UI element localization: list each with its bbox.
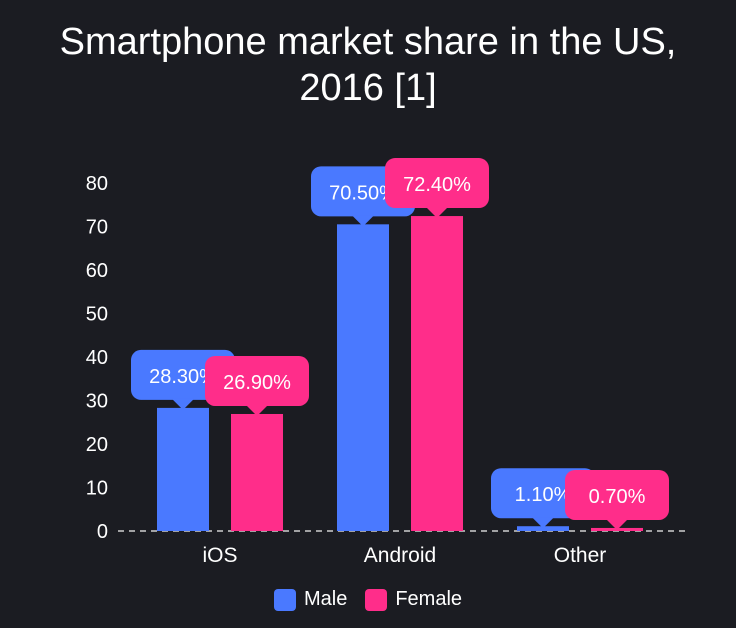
- y-tick-label: 40: [86, 347, 108, 369]
- bar-male-ios: [157, 407, 209, 531]
- data-label-pointer: [172, 398, 194, 410]
- data-label-female-android: 72.40%: [385, 158, 489, 219]
- y-tick-label: 60: [86, 260, 108, 282]
- data-label-box: [205, 355, 309, 406]
- data-label-text: 70.50%: [329, 182, 397, 204]
- legend-swatch-female: [365, 588, 388, 611]
- bar-female-android: [411, 216, 463, 531]
- y-tick-label: 70: [86, 217, 108, 239]
- legend-swatch-male: [273, 588, 296, 611]
- y-tick-label: 50: [86, 304, 108, 326]
- data-label-text: 26.90%: [223, 372, 291, 394]
- data-label-female-other: 0.70%: [565, 469, 669, 530]
- bar-male-other: [517, 526, 569, 531]
- legend-label-female: Female: [395, 588, 463, 610]
- data-label-pointer: [352, 215, 374, 227]
- data-label-pointer: [426, 207, 448, 219]
- x-tick-label: Android: [364, 544, 436, 567]
- data-label-text: 72.40%: [403, 174, 471, 196]
- chart-title-line-1: Smartphone market share in the US,: [59, 21, 677, 63]
- data-label-pointer: [246, 404, 268, 416]
- legend-item-male: Male: [273, 588, 348, 611]
- data-label-text: 28.30%: [149, 366, 217, 388]
- chart-title-line-2: 2016 [1]: [299, 67, 437, 109]
- data-label-box: [565, 469, 669, 520]
- chart-legend: Male Female: [0, 588, 736, 611]
- bar-female-ios: [231, 413, 283, 531]
- y-tick-label: 0: [97, 521, 108, 543]
- y-tick-label: 10: [86, 478, 108, 500]
- data-label-text: 0.70%: [589, 486, 646, 508]
- x-tick-label: Other: [554, 544, 607, 567]
- data-label-female-ios: 26.90%: [205, 355, 309, 416]
- data-label-text: 1.10%: [515, 484, 572, 506]
- legend-item-female: Female: [365, 588, 462, 611]
- data-label-box: [385, 158, 489, 209]
- y-tick-label: 30: [86, 391, 108, 413]
- y-tick-label: 20: [86, 434, 108, 456]
- x-tick-label: iOS: [202, 544, 237, 567]
- data-label-pointer: [606, 518, 628, 530]
- bar-male-android: [337, 224, 389, 531]
- legend-label-male: Male: [303, 588, 348, 610]
- data-label-pointer: [532, 517, 554, 529]
- y-tick-label: 80: [86, 173, 108, 195]
